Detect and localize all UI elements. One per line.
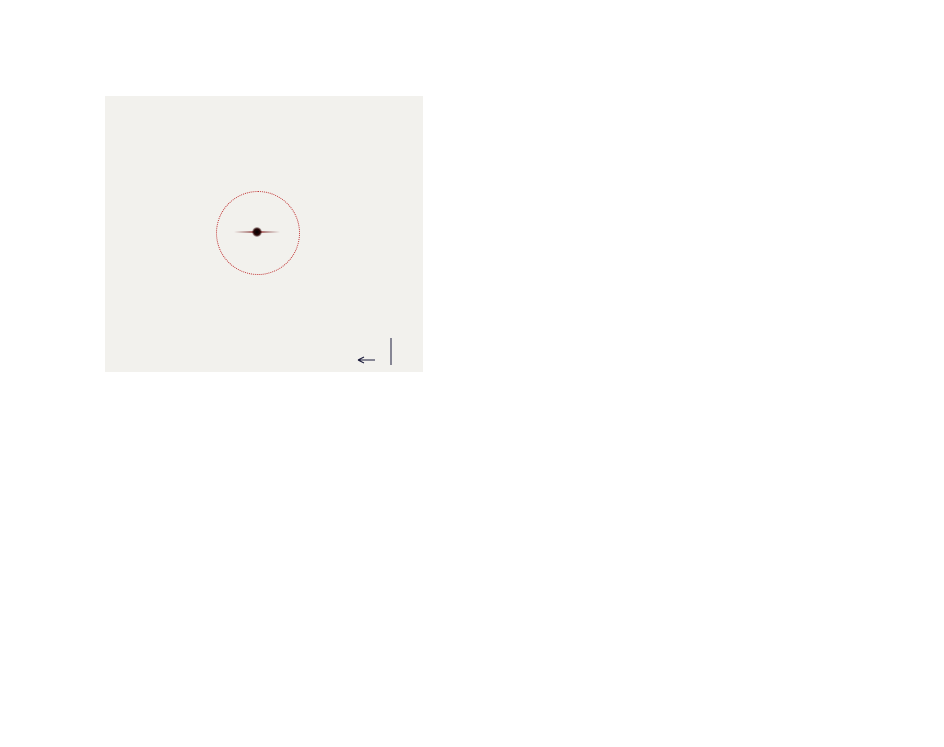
barytime-plot-title [480, 84, 944, 126]
phase-vsx-plot-title [515, 417, 930, 459]
compass-icon [357, 338, 392, 365]
phase-omc-plot-title [60, 417, 475, 459]
target-circle-marker [216, 191, 300, 275]
finding-chart [105, 96, 423, 372]
